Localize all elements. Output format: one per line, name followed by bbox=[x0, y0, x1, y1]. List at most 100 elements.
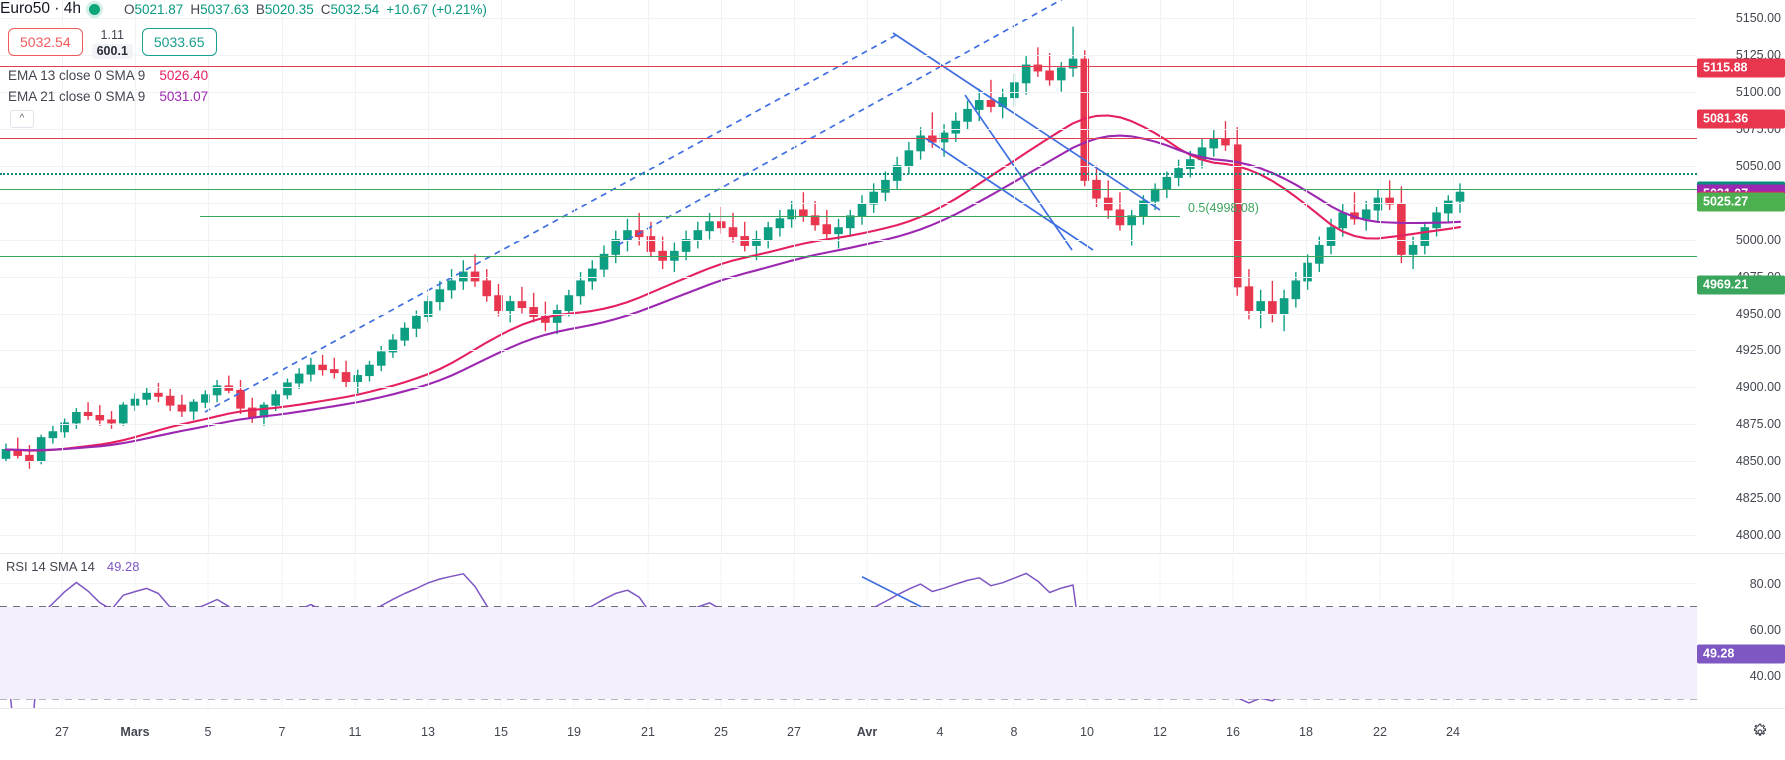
candle bbox=[1350, 192, 1359, 225]
gridline-h bbox=[0, 128, 1697, 130]
time-label-16: 16 bbox=[1226, 725, 1240, 739]
candle bbox=[705, 212, 714, 240]
gridline-h bbox=[0, 17, 1697, 19]
gridline-h bbox=[0, 54, 1697, 56]
candle bbox=[107, 411, 116, 429]
candle bbox=[1092, 165, 1101, 208]
minor-up-line[interactable] bbox=[617, 0, 1070, 246]
candle bbox=[728, 212, 738, 243]
gridline-v bbox=[794, 0, 795, 553]
downtrend-lower-line[interactable] bbox=[924, 137, 1094, 251]
uptrend-line-dashed[interactable] bbox=[204, 32, 901, 413]
time-label-22: 22 bbox=[1373, 725, 1387, 739]
time-axis[interactable]: 27 Mars 5 7 11 13 15 19 21 25 27 Avr 4 8 10 12 16 18 22 24 bbox=[0, 708, 1785, 760]
candle bbox=[189, 399, 198, 420]
gridline-v bbox=[574, 0, 575, 553]
candle bbox=[564, 289, 574, 317]
candle bbox=[763, 221, 773, 249]
candle bbox=[1291, 272, 1301, 308]
rsi-legend[interactable]: RSI 14 SMA 14 49.28 bbox=[6, 559, 139, 574]
candle bbox=[224, 375, 234, 394]
candle bbox=[435, 280, 445, 311]
rsi-value-badge[interactable]: 49.28 bbox=[1697, 644, 1785, 664]
candle bbox=[1279, 289, 1289, 332]
candle bbox=[658, 236, 667, 270]
candle bbox=[494, 283, 503, 317]
downtrend-upper-line[interactable] bbox=[892, 32, 1161, 211]
gridline-v bbox=[1160, 0, 1161, 553]
price-tick-5050-00: 5050.00 bbox=[1735, 158, 1781, 173]
candle bbox=[142, 387, 152, 406]
gridline-v bbox=[1306, 0, 1307, 553]
candle bbox=[1209, 130, 1219, 157]
quote-row[interactable]: 5032.54 1.11 600.1 5033.65 bbox=[8, 28, 217, 60]
gridline-h bbox=[0, 498, 1697, 500]
rsi-zone-band bbox=[0, 606, 1697, 699]
ask-price-button[interactable]: 5033.65 bbox=[141, 28, 217, 56]
time-label-25: 25 bbox=[714, 725, 728, 739]
channel-line-inner[interactable] bbox=[964, 94, 1073, 251]
lot-size-value[interactable]: 600.1 bbox=[91, 43, 133, 60]
level-line-5115[interactable] bbox=[0, 66, 1697, 67]
gridline-h bbox=[0, 276, 1697, 278]
candle bbox=[25, 445, 34, 469]
indicator-name-ema13: EMA 13 close 0 SMA 9 bbox=[8, 68, 146, 83]
candle bbox=[1021, 56, 1031, 95]
gear-icon[interactable] bbox=[1751, 723, 1769, 741]
price-tick-4850-00: 4850.00 bbox=[1735, 454, 1781, 469]
bid-price-button[interactable]: 5032.54 bbox=[8, 28, 83, 56]
rsi-legend-title: RSI 14 SMA 14 bbox=[6, 559, 95, 574]
candle bbox=[459, 260, 468, 290]
support-badge-4969[interactable]: 4969.21 bbox=[1697, 275, 1785, 295]
resistance-badge-5081[interactable]: 5081.36 bbox=[1697, 109, 1785, 129]
gridline-v bbox=[208, 0, 209, 553]
candle bbox=[1408, 236, 1418, 270]
candle bbox=[118, 402, 128, 426]
price-tick-5125-00: 5125.00 bbox=[1735, 47, 1781, 62]
candle bbox=[400, 322, 409, 346]
indicator-row-ema13[interactable]: EMA 13 close 0 SMA 9 5026.40 bbox=[8, 68, 208, 83]
candle bbox=[916, 127, 925, 160]
resistance-badge-5115[interactable]: 5115.88 bbox=[1697, 58, 1785, 78]
candle bbox=[1268, 280, 1277, 323]
chevron-up-icon[interactable]: ^ bbox=[10, 110, 34, 128]
candle bbox=[693, 221, 703, 249]
level-line-5025[interactable] bbox=[0, 189, 1697, 190]
price-axis[interactable]: 5150.005125.005100.005075.005050.005025.… bbox=[0, 0, 1785, 708]
rsi-pane[interactable]: RSI 14 SMA 14 49.28 bbox=[0, 556, 1697, 708]
time-label-10: 10 bbox=[1080, 725, 1094, 739]
price-chart-pane[interactable]: 0.5(4998.08) bbox=[0, 0, 1697, 553]
time-label-4: 4 bbox=[936, 725, 944, 739]
level-line-4969[interactable] bbox=[0, 256, 1697, 257]
time-label-5: 5 bbox=[204, 725, 212, 739]
indicator-row-ema21[interactable]: EMA 21 close 0 SMA 9 5031.07 bbox=[8, 89, 208, 104]
ma-line bbox=[4, 114, 1462, 452]
candle bbox=[1256, 289, 1265, 329]
candle bbox=[587, 260, 597, 290]
gridline-h bbox=[0, 424, 1697, 426]
gridline-h bbox=[0, 202, 1697, 204]
fib-05-line[interactable] bbox=[200, 216, 1180, 217]
gridline-v bbox=[1014, 0, 1015, 553]
candle bbox=[83, 402, 93, 420]
price-tick-5150-00: 5150.00 bbox=[1735, 10, 1781, 25]
level-line-5081[interactable] bbox=[0, 138, 1697, 139]
candle bbox=[353, 369, 363, 394]
candle bbox=[1455, 183, 1465, 213]
rsi-tick-40-00: 40.00 bbox=[1749, 668, 1781, 683]
candle bbox=[1103, 180, 1113, 219]
candle bbox=[365, 360, 374, 382]
candle bbox=[130, 393, 140, 412]
time-label-avr: Avr bbox=[856, 725, 878, 739]
support-badge-5025[interactable]: 5025.27 bbox=[1697, 192, 1785, 212]
price-tick-5000-00: 5000.00 bbox=[1735, 232, 1781, 247]
candle bbox=[517, 286, 527, 314]
indicator-value-ema21: 5031.07 bbox=[159, 89, 209, 104]
time-label-19: 19 bbox=[567, 725, 581, 739]
candle bbox=[1443, 195, 1453, 222]
gridline-h bbox=[0, 91, 1697, 93]
candle bbox=[1314, 236, 1324, 273]
price-tick-4825-00: 4825.00 bbox=[1735, 491, 1781, 506]
candle bbox=[470, 254, 480, 287]
candle bbox=[623, 218, 632, 252]
